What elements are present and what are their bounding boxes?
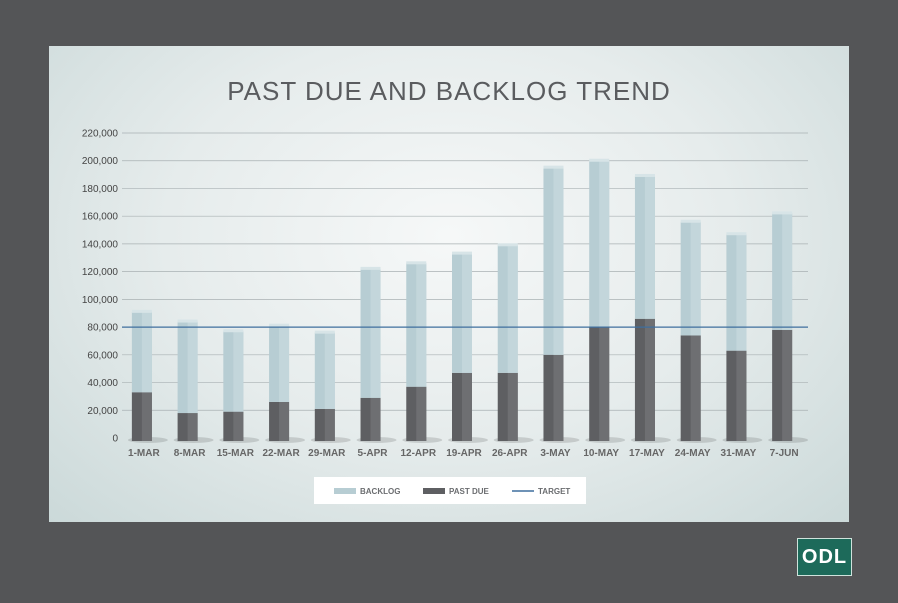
bar-past-due-face	[599, 327, 610, 441]
bar-backlog-face	[599, 160, 610, 328]
bar-past-due-face	[233, 411, 244, 441]
bar-past-due-face	[690, 335, 701, 441]
bar-backlog-face	[736, 234, 747, 351]
bar-past-due-face	[279, 401, 290, 441]
bar-backlog-cap	[406, 261, 427, 265]
x-tick-label: 1-MAR	[128, 448, 160, 459]
bar-past-due-face	[141, 392, 152, 441]
bar-backlog-face	[233, 331, 244, 412]
bar-backlog-cap	[177, 319, 198, 323]
x-tick-label: 22-MAR	[262, 448, 300, 459]
bar-backlog-face	[782, 213, 793, 330]
bar-backlog-cap	[223, 329, 244, 333]
bar-backlog-face	[324, 332, 335, 409]
bar-past-due-face	[370, 397, 381, 441]
bar-backlog-face	[507, 245, 518, 373]
bar-past-due-face	[507, 372, 518, 441]
bar-past-due-face	[324, 408, 335, 441]
x-tick-label: 7-JUN	[770, 448, 799, 459]
x-tick-label: 15-MAR	[217, 448, 255, 459]
x-tick-label: 31-MAY	[721, 448, 757, 459]
bar-backlog-cap	[131, 309, 152, 313]
x-tick-label: 29-MAR	[308, 448, 346, 459]
y-tick-label: 80,000	[87, 323, 118, 334]
bar-backlog-cap	[269, 323, 290, 327]
bar-backlog-cap	[726, 232, 747, 236]
bar-past-due-face	[644, 318, 655, 441]
bar-backlog-face	[416, 263, 427, 387]
y-tick-label: 180,000	[82, 184, 119, 195]
bar-backlog-cap	[543, 165, 564, 169]
bar-past-due-face	[736, 350, 747, 441]
legend-swatch-backlog	[334, 488, 356, 494]
legend-label-target: TARGET	[538, 487, 570, 496]
bar-backlog-face	[279, 325, 290, 402]
bar-past-due-face	[187, 413, 198, 441]
x-tick-label: 24-MAY	[675, 448, 711, 459]
bar-backlog-cap	[772, 211, 793, 215]
bar-backlog-face	[553, 167, 564, 355]
chart-title: PAST DUE AND BACKLOG TREND	[227, 76, 671, 106]
bar-backlog-cap	[589, 158, 610, 162]
x-tick-label: 3-MAY	[540, 448, 571, 459]
chart-panel	[49, 46, 849, 522]
bar-past-due-face	[416, 386, 427, 441]
legend-swatch-past-due	[423, 488, 445, 494]
bar-backlog-face	[462, 253, 472, 373]
bar-backlog-face	[141, 311, 152, 393]
bar-backlog-cap	[497, 243, 518, 247]
x-tick-label: 12-APR	[400, 448, 436, 459]
y-tick-label: 220,000	[82, 129, 119, 140]
y-tick-label: 120,000	[82, 267, 119, 278]
x-tick-label: 19-APR	[446, 448, 482, 459]
y-tick-label: 20,000	[87, 406, 118, 417]
bar-backlog-cap	[360, 266, 381, 270]
y-tick-label: 140,000	[82, 239, 119, 250]
bar-backlog-cap	[314, 330, 335, 334]
y-tick-label: 0	[112, 434, 118, 445]
x-tick-label: 17-MAY	[629, 448, 665, 459]
legend-box	[314, 477, 586, 504]
bar-backlog-face	[690, 221, 701, 336]
odl-logo: ODL	[797, 538, 852, 576]
bar-backlog-cap	[680, 219, 701, 223]
legend-label-past-due: PAST DUE	[449, 487, 490, 496]
y-tick-label: 200,000	[82, 156, 119, 167]
bar-past-due-face	[553, 354, 564, 441]
y-tick-label: 60,000	[87, 350, 118, 361]
bar-backlog-face	[370, 268, 381, 398]
y-tick-label: 40,000	[87, 378, 118, 389]
bar-backlog-face	[187, 321, 198, 414]
bar-backlog-face	[644, 175, 655, 319]
bar-past-due-face	[462, 372, 472, 441]
y-tick-label: 100,000	[82, 295, 119, 306]
bar-past-due-face	[782, 329, 793, 441]
x-tick-label: 8-MAR	[174, 448, 206, 459]
x-tick-label: 5-APR	[358, 448, 389, 459]
bar-backlog-cap	[634, 173, 655, 177]
x-tick-label: 26-APR	[492, 448, 528, 459]
x-tick-label: 10-MAY	[583, 448, 619, 459]
y-tick-label: 160,000	[82, 212, 119, 223]
legend-label-backlog: BACKLOG	[360, 487, 400, 496]
bar-backlog-cap	[452, 251, 472, 255]
